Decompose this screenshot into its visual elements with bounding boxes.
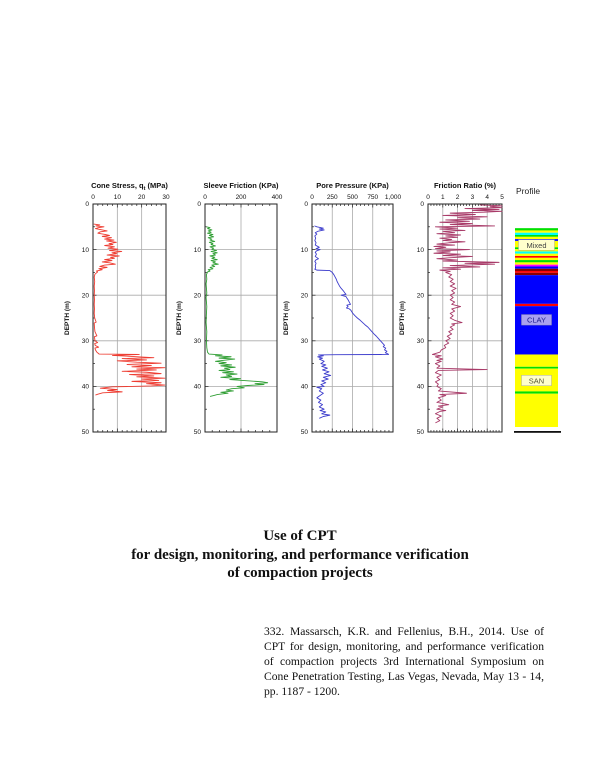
x-tick-label: 3 xyxy=(471,194,475,201)
soil-stripe xyxy=(515,268,558,272)
soil-stripe xyxy=(515,253,558,256)
soil-zone-label-box xyxy=(521,314,552,326)
series-friction-ratio xyxy=(431,204,503,424)
chart-title: Cone Stress, qt (MPa) xyxy=(91,181,168,192)
y-tick-label: 10 xyxy=(82,247,90,254)
y-tick-label: 30 xyxy=(301,338,309,345)
soil-stripe xyxy=(515,262,558,265)
soil-zone-label-box xyxy=(521,375,552,386)
soil-stripe xyxy=(515,230,558,233)
x-tick-label: 20 xyxy=(138,194,146,201)
y-tick-label: 20 xyxy=(82,292,90,299)
soil-stripe xyxy=(515,391,558,394)
x-tick-label: 1,000 xyxy=(385,194,402,201)
x-tick-label: 2 xyxy=(456,194,460,201)
x-tick-label: 500 xyxy=(347,194,358,201)
y-tick-label: 40 xyxy=(417,384,425,391)
x-tick-label: 5 xyxy=(500,194,504,201)
y-tick-label: 50 xyxy=(417,429,425,436)
soil-stripe xyxy=(515,303,558,307)
x-tick-label: 750 xyxy=(367,194,378,201)
soil-zone-label: Mixed xyxy=(526,241,546,250)
soil-stripe xyxy=(515,260,558,263)
x-tick-label: 400 xyxy=(272,194,283,201)
depth-axis-label: DEPTH (m) xyxy=(64,301,71,335)
soil-stripe xyxy=(515,275,558,304)
y-tick-label: 40 xyxy=(194,384,202,391)
soil-stripe xyxy=(515,255,558,258)
y-tick-label: 30 xyxy=(194,338,202,345)
title-line-3: of compaction projects xyxy=(227,565,373,581)
y-tick-label: 50 xyxy=(301,429,309,436)
x-tick-label: 0 xyxy=(91,194,95,201)
y-tick-label: 20 xyxy=(417,292,425,299)
y-tick-label: 30 xyxy=(82,338,90,345)
y-tick-label: 0 xyxy=(304,201,308,208)
soil-stripe xyxy=(515,266,558,269)
x-tick-label: 200 xyxy=(236,194,247,201)
y-tick-label: 0 xyxy=(85,201,89,208)
soil-profile-column: Profile Mixed CLAY SAN xyxy=(514,186,561,433)
soil-stripe xyxy=(515,235,558,237)
citation-text: 332. Massarsch, K.R. and Fellenius, B.H.… xyxy=(264,625,544,698)
soil-zone-label: SAN xyxy=(529,376,544,385)
y-tick-label: 10 xyxy=(417,247,425,254)
x-tick-label: 0 xyxy=(426,194,430,201)
soil-stripe xyxy=(515,393,558,427)
profile-title: Profile xyxy=(516,186,540,196)
soil-zone-label-box xyxy=(518,239,555,251)
y-tick-label: 20 xyxy=(301,292,309,299)
x-tick-label: 10 xyxy=(114,194,122,201)
y-tick-label: 30 xyxy=(417,338,425,345)
profile-baseline xyxy=(514,431,561,433)
chart-title: Friction Ratio (%) xyxy=(434,181,497,190)
y-tick-label: 20 xyxy=(194,292,202,299)
soil-stripe xyxy=(515,251,558,254)
series-cone-stress xyxy=(93,223,166,396)
x-tick-label: 250 xyxy=(327,194,338,201)
soil-stripe xyxy=(515,366,558,369)
chart-cone-stress: 0 10 20 30 0 10 20 30 40 50 Cone Stress, qt (MPa) D… xyxy=(64,181,170,436)
soil-stripe xyxy=(515,354,558,367)
depth-axis-label: DEPTH (m) xyxy=(283,301,290,335)
y-tick-label: 50 xyxy=(194,429,202,436)
soil-stripe xyxy=(515,257,558,261)
y-tick-label: 50 xyxy=(82,429,90,436)
y-tick-label: 0 xyxy=(420,201,424,208)
soil-zone-label: CLAY xyxy=(527,316,546,325)
soil-stripe xyxy=(515,272,558,276)
x-tick-label: 0 xyxy=(203,194,207,201)
depth-axis-label: DEPTH (m) xyxy=(176,301,183,335)
paper-title: Use of CPT for design, monitoring, and p… xyxy=(0,527,600,583)
soil-stripe xyxy=(515,306,558,355)
chart-sleeve-friction: 0 200 400 0 10 20 30 40 50 Sleeve Friction (KPa) D… xyxy=(176,181,283,436)
plot-border xyxy=(92,203,167,433)
y-tick-label: 10 xyxy=(301,247,309,254)
soil-stripe xyxy=(515,271,558,273)
y-tick-label: 40 xyxy=(82,384,90,391)
x-tick-label: 0 xyxy=(310,194,314,201)
x-tick-label: 1 xyxy=(441,194,445,201)
soil-stripe xyxy=(515,236,558,240)
x-tick-label: 30 xyxy=(162,194,170,201)
chart-title: Pore Pressure (KPa) xyxy=(316,181,389,190)
soil-stripe xyxy=(515,264,558,267)
chart-title: Sleeve Friction (KPa) xyxy=(203,181,279,190)
soil-stripe xyxy=(515,232,558,236)
y-tick-label: 10 xyxy=(194,247,202,254)
title-line-2: for design, monitoring, and performance … xyxy=(131,546,469,563)
soil-stripe xyxy=(515,228,558,231)
series-sleeve-friction xyxy=(205,226,269,397)
x-tick-label: 4 xyxy=(485,194,489,201)
depth-axis-label: DEPTH (m) xyxy=(399,301,406,335)
y-tick-label: 0 xyxy=(197,201,201,208)
series-pore-pressure xyxy=(314,225,389,419)
chart-pore-pressure: 0 250 500 750 1,000 0 10 20 30 40 50 Pore Pressure … xyxy=(283,181,402,436)
title-line-1: Use of CPT xyxy=(263,528,337,544)
y-tick-label: 40 xyxy=(301,384,309,391)
